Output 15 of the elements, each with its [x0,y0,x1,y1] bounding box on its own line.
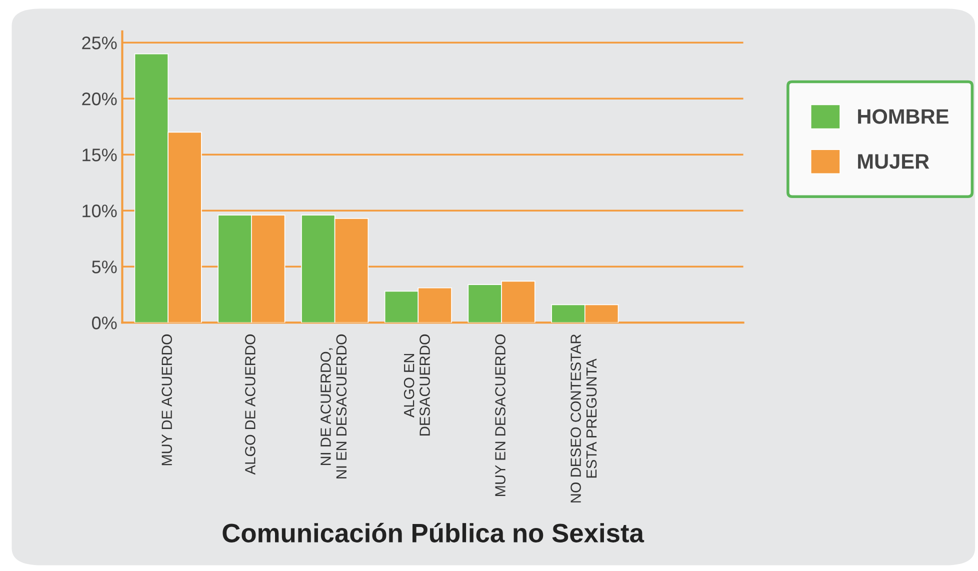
y-tick-label: 15% [82,148,117,162]
x-tick-label: ALGO DE ACUERDO [245,334,256,475]
y-tick-label: 10% [82,204,117,218]
x-tick-label: MUY EN DESACUERDO [495,334,506,496]
y-tick-label: 5% [92,260,117,274]
y-tick-label: 20% [82,92,117,106]
y-tick-label: 0% [92,316,117,330]
y-tick-label: 25% [82,36,117,50]
x-tick-label: ALGO EN DESACUERDO [404,334,430,436]
x-tick-label: NI DE ACUERDO, NI EN DESACUERDO [320,334,347,478]
legend-label: HOMBRE [858,109,948,124]
legend-label: MUJER [858,154,930,169]
x-tick-label: NO DESEO CONTESTAR ESTA PREGUNTA [570,334,597,502]
x-tick-label: MUY DE ACUERDO [162,334,172,466]
x-axis-title: Comunicación Pública no Sexista [222,522,644,542]
